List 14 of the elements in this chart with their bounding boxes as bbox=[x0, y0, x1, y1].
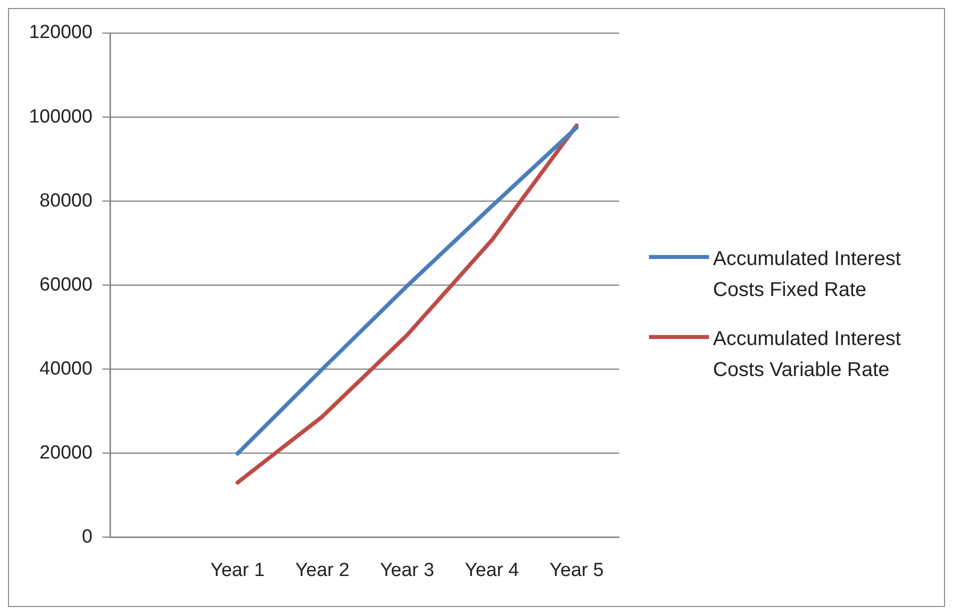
y-tick-label: 60000 bbox=[40, 274, 92, 296]
y-tick-label: 40000 bbox=[40, 358, 92, 380]
y-tick-label: 100000 bbox=[28, 106, 92, 128]
y-tick-label: 80000 bbox=[40, 190, 92, 212]
x-tick-label: Year 3 bbox=[380, 560, 434, 581]
x-tick-label: Year 5 bbox=[549, 560, 604, 581]
y-tick-label: 120000 bbox=[28, 22, 92, 44]
x-tick-label: Year 2 bbox=[295, 560, 350, 581]
legend-label: Accumulated Interest Costs Fixed Rate bbox=[713, 247, 902, 303]
y-tick-label: 20000 bbox=[40, 442, 92, 464]
x-tick-label: Year 4 bbox=[464, 560, 520, 581]
y-tick-label: 0 bbox=[82, 526, 92, 548]
legend-label: Accumulated Interest Costs Variable Rate bbox=[713, 327, 902, 383]
x-tick-label: Year 1 bbox=[210, 560, 265, 581]
